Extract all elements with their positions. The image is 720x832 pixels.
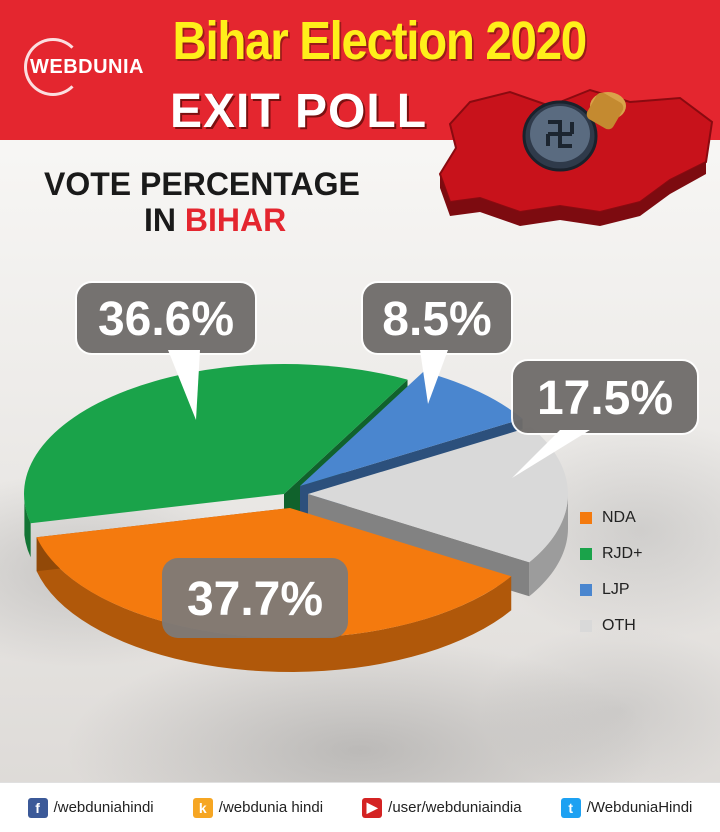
koo-icon: k [192, 797, 213, 818]
data-label-text: 8.5% [382, 293, 491, 346]
legend-swatch [580, 548, 592, 560]
data-label-text: 36.6% [98, 293, 234, 346]
legend-swatch [580, 620, 592, 632]
data-label-nda: 37.7% [162, 558, 348, 638]
legend-item-ljp: LJP [580, 572, 700, 608]
data-label-oth: 17.5% [511, 359, 699, 478]
legend-item-oth: OTH [580, 608, 700, 644]
data-label-ljp: 8.5% [361, 281, 513, 404]
logo-text: WEBDUNIA [30, 55, 144, 78]
facebook-icon: f [27, 797, 48, 818]
legend-swatch [580, 584, 592, 596]
social-link-koo[interactable]: k/webdunia hindi [192, 797, 324, 818]
data-label-text: 37.7% [187, 573, 323, 626]
legend-label: NDA [602, 509, 636, 526]
chart-title: VOTE PERCENTAGE IN BIHAR [44, 166, 424, 238]
social-link-text: /webduniahindi [53, 799, 154, 816]
pie-side-rjd-plus [24, 501, 31, 558]
twitter-icon: t [560, 797, 581, 818]
chart-title-line2: IN BIHAR [44, 202, 424, 238]
pie-side-nda [36, 537, 512, 672]
pie-slice-oth [308, 426, 568, 563]
pie-slice-ljp [300, 371, 523, 486]
legend-swatch [580, 512, 592, 524]
legend-label: RJD+ [602, 545, 643, 562]
pie-slice-rjd-plus [24, 364, 408, 524]
logo-ring-icon [24, 38, 82, 96]
social-footer: f/webduniahindi k/webdunia hindi ▶ /user/we… [0, 782, 720, 832]
webdunia-logo: WEBDUNIA [18, 34, 156, 100]
data-label-rjd-plus: 36.6% [75, 281, 257, 420]
header-banner: WEBDUNIA Bihar Election 2020 EXIT POLL [0, 0, 720, 150]
legend-item-nda: NDA [580, 500, 700, 536]
bihar-map-icon [430, 62, 720, 234]
data-label-text: 17.5% [537, 372, 673, 425]
social-link-text: /WebduniaHindi [586, 799, 693, 816]
social-link-youtube[interactable]: ▶ /user/webduniaindia [362, 797, 522, 818]
social-link-twitter[interactable]: t/WebduniaHindi [560, 797, 693, 818]
chart-title-accent: BIHAR [184, 202, 287, 238]
legend-label: OTH [602, 617, 636, 634]
legend-label: LJP [602, 581, 630, 598]
youtube-icon: ▶ [362, 797, 383, 818]
chart-title-prefix: IN [144, 202, 185, 238]
social-link-text: /webdunia hindi [218, 799, 324, 816]
social-link-text: /user/webduniaindia [388, 799, 522, 816]
page-title: Bihar Election 2020 [172, 11, 588, 71]
chart-title-line1: VOTE PERCENTAGE [44, 166, 360, 202]
header-divider [0, 140, 720, 150]
chart-legend: NDA RJD+ LJP OTH [580, 500, 700, 644]
social-link-facebook[interactable]: f/webduniahindi [27, 797, 154, 818]
legend-item-rjd-plus: RJD+ [580, 536, 700, 572]
page-subtitle: EXIT POLL [170, 85, 428, 138]
pie-side-oth [529, 494, 568, 597]
